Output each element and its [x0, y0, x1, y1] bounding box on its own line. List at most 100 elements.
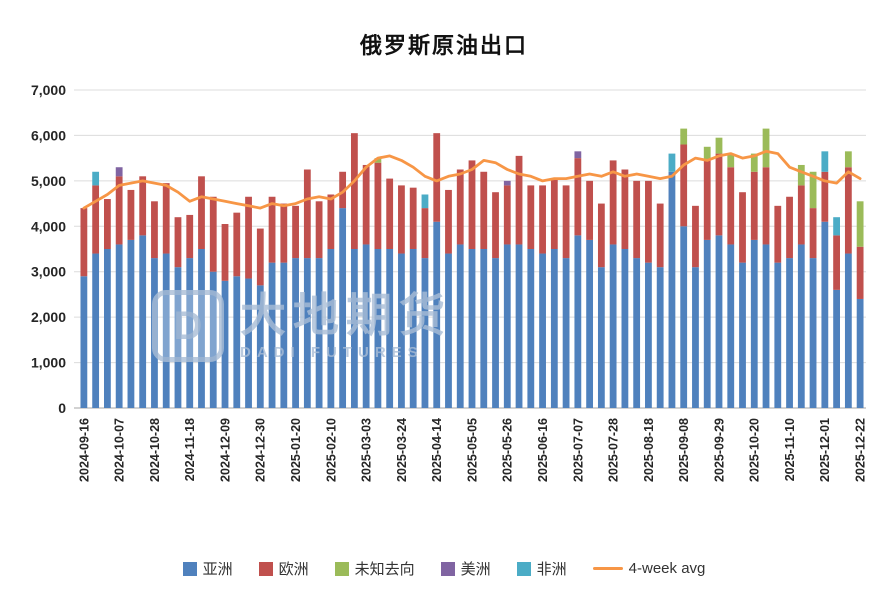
bar-segment[interactable]: [797, 244, 805, 408]
bar-segment[interactable]: [727, 167, 735, 245]
bar-segment[interactable]: [445, 253, 452, 408]
bar-segment[interactable]: [209, 271, 217, 408]
bar-segment[interactable]: [339, 171, 347, 209]
bar-segment[interactable]: [398, 253, 405, 408]
bar-segment[interactable]: [809, 171, 817, 209]
bar-segment[interactable]: [562, 185, 570, 259]
bar-segment[interactable]: [750, 171, 758, 240]
bar-segment[interactable]: [92, 185, 100, 254]
bar-segment[interactable]: [456, 169, 464, 245]
bar-segment[interactable]: [856, 201, 864, 247]
bar-segment[interactable]: [104, 199, 111, 249]
legend-item-1[interactable]: 欧洲: [258, 558, 309, 579]
bar-segment[interactable]: [386, 249, 394, 408]
bar-segment[interactable]: [739, 262, 746, 408]
bar-segment[interactable]: [774, 205, 782, 263]
bar-segment[interactable]: [797, 164, 805, 186]
bar-segment[interactable]: [468, 160, 476, 249]
bar-segment[interactable]: [127, 239, 135, 408]
bar-segment[interactable]: [174, 267, 182, 408]
bars-layer[interactable]: [80, 128, 864, 408]
bar-segment[interactable]: [186, 214, 194, 259]
bar-segment[interactable]: [703, 160, 711, 240]
bar-segment[interactable]: [480, 171, 488, 249]
bar-segment[interactable]: [374, 249, 382, 408]
bar-segment[interactable]: [374, 158, 382, 163]
bar-segment[interactable]: [503, 180, 511, 186]
bar-segment[interactable]: [656, 203, 664, 268]
bar-segment[interactable]: [645, 180, 652, 263]
bar-segment[interactable]: [856, 298, 864, 408]
bar-segment[interactable]: [833, 235, 840, 290]
bar-segment[interactable]: [115, 167, 123, 177]
bar-segment[interactable]: [233, 212, 241, 277]
bar-segment[interactable]: [445, 189, 452, 254]
bar-segment[interactable]: [92, 171, 100, 186]
bar-segment[interactable]: [280, 262, 288, 408]
bar-segment[interactable]: [786, 196, 793, 259]
bar-segment[interactable]: [562, 258, 570, 408]
bar-segment[interactable]: [680, 226, 688, 408]
bar-segment[interactable]: [468, 249, 476, 408]
bar-segment[interactable]: [715, 153, 723, 236]
avg-line[interactable]: [82, 149, 862, 210]
bar-segment[interactable]: [492, 258, 499, 408]
bar-segment[interactable]: [480, 249, 488, 408]
bar-segment[interactable]: [292, 258, 299, 408]
bar-segment[interactable]: [715, 235, 723, 408]
bar-segment[interactable]: [127, 189, 135, 240]
bar-segment[interactable]: [433, 133, 441, 222]
bar-segment[interactable]: [433, 221, 441, 408]
bar-segment[interactable]: [774, 262, 782, 408]
bar-segment[interactable]: [80, 208, 88, 277]
bar-segment[interactable]: [833, 289, 840, 408]
bar-segment[interactable]: [104, 249, 111, 408]
bar-segment[interactable]: [221, 280, 229, 408]
bar-segment[interactable]: [692, 267, 699, 408]
bar-segment[interactable]: [762, 167, 770, 245]
bar-segment[interactable]: [350, 249, 358, 408]
bar-segment[interactable]: [633, 180, 641, 259]
bar-segment[interactable]: [151, 201, 158, 259]
bar-segment[interactable]: [386, 178, 394, 249]
bar-segment[interactable]: [421, 194, 429, 209]
bar-segment[interactable]: [162, 253, 170, 408]
bar-segment[interactable]: [115, 176, 123, 245]
bar-segment[interactable]: [303, 169, 311, 259]
bar-segment[interactable]: [374, 162, 382, 249]
bar-segment[interactable]: [621, 169, 629, 250]
bar-segment[interactable]: [727, 153, 735, 168]
bar-segment[interactable]: [362, 244, 370, 408]
bar-segment[interactable]: [692, 205, 699, 268]
bar-segment[interactable]: [268, 262, 276, 408]
bar-segment[interactable]: [703, 239, 711, 408]
bar-segment[interactable]: [574, 158, 582, 236]
bar-segment[interactable]: [550, 249, 558, 408]
bar-segment[interactable]: [421, 208, 429, 259]
bar-segment[interactable]: [597, 203, 605, 268]
bar-segment[interactable]: [139, 176, 147, 236]
bar-segment[interactable]: [750, 239, 758, 408]
bar-segment[interactable]: [268, 196, 276, 263]
bar-segment[interactable]: [186, 258, 194, 408]
bar-segment[interactable]: [574, 151, 582, 159]
bar-segment[interactable]: [844, 253, 852, 408]
bar-segment[interactable]: [527, 185, 535, 249]
bar-segment[interactable]: [292, 205, 299, 259]
bar-segment[interactable]: [503, 244, 511, 408]
bar-segment[interactable]: [151, 258, 158, 408]
bar-segment[interactable]: [198, 249, 205, 408]
bar-segment[interactable]: [609, 244, 617, 408]
bar-segment[interactable]: [645, 262, 652, 408]
bar-segment[interactable]: [198, 176, 205, 249]
bar-segment[interactable]: [727, 244, 735, 408]
bar-segment[interactable]: [609, 160, 617, 245]
bar-segment[interactable]: [786, 258, 793, 408]
bar-segment[interactable]: [821, 221, 829, 408]
bar-segment[interactable]: [139, 235, 147, 408]
bar-segment[interactable]: [656, 267, 664, 408]
bar-segment[interactable]: [515, 244, 523, 408]
bar-segment[interactable]: [821, 151, 829, 172]
bar-segment[interactable]: [527, 249, 535, 408]
bar-segment[interactable]: [315, 258, 323, 408]
